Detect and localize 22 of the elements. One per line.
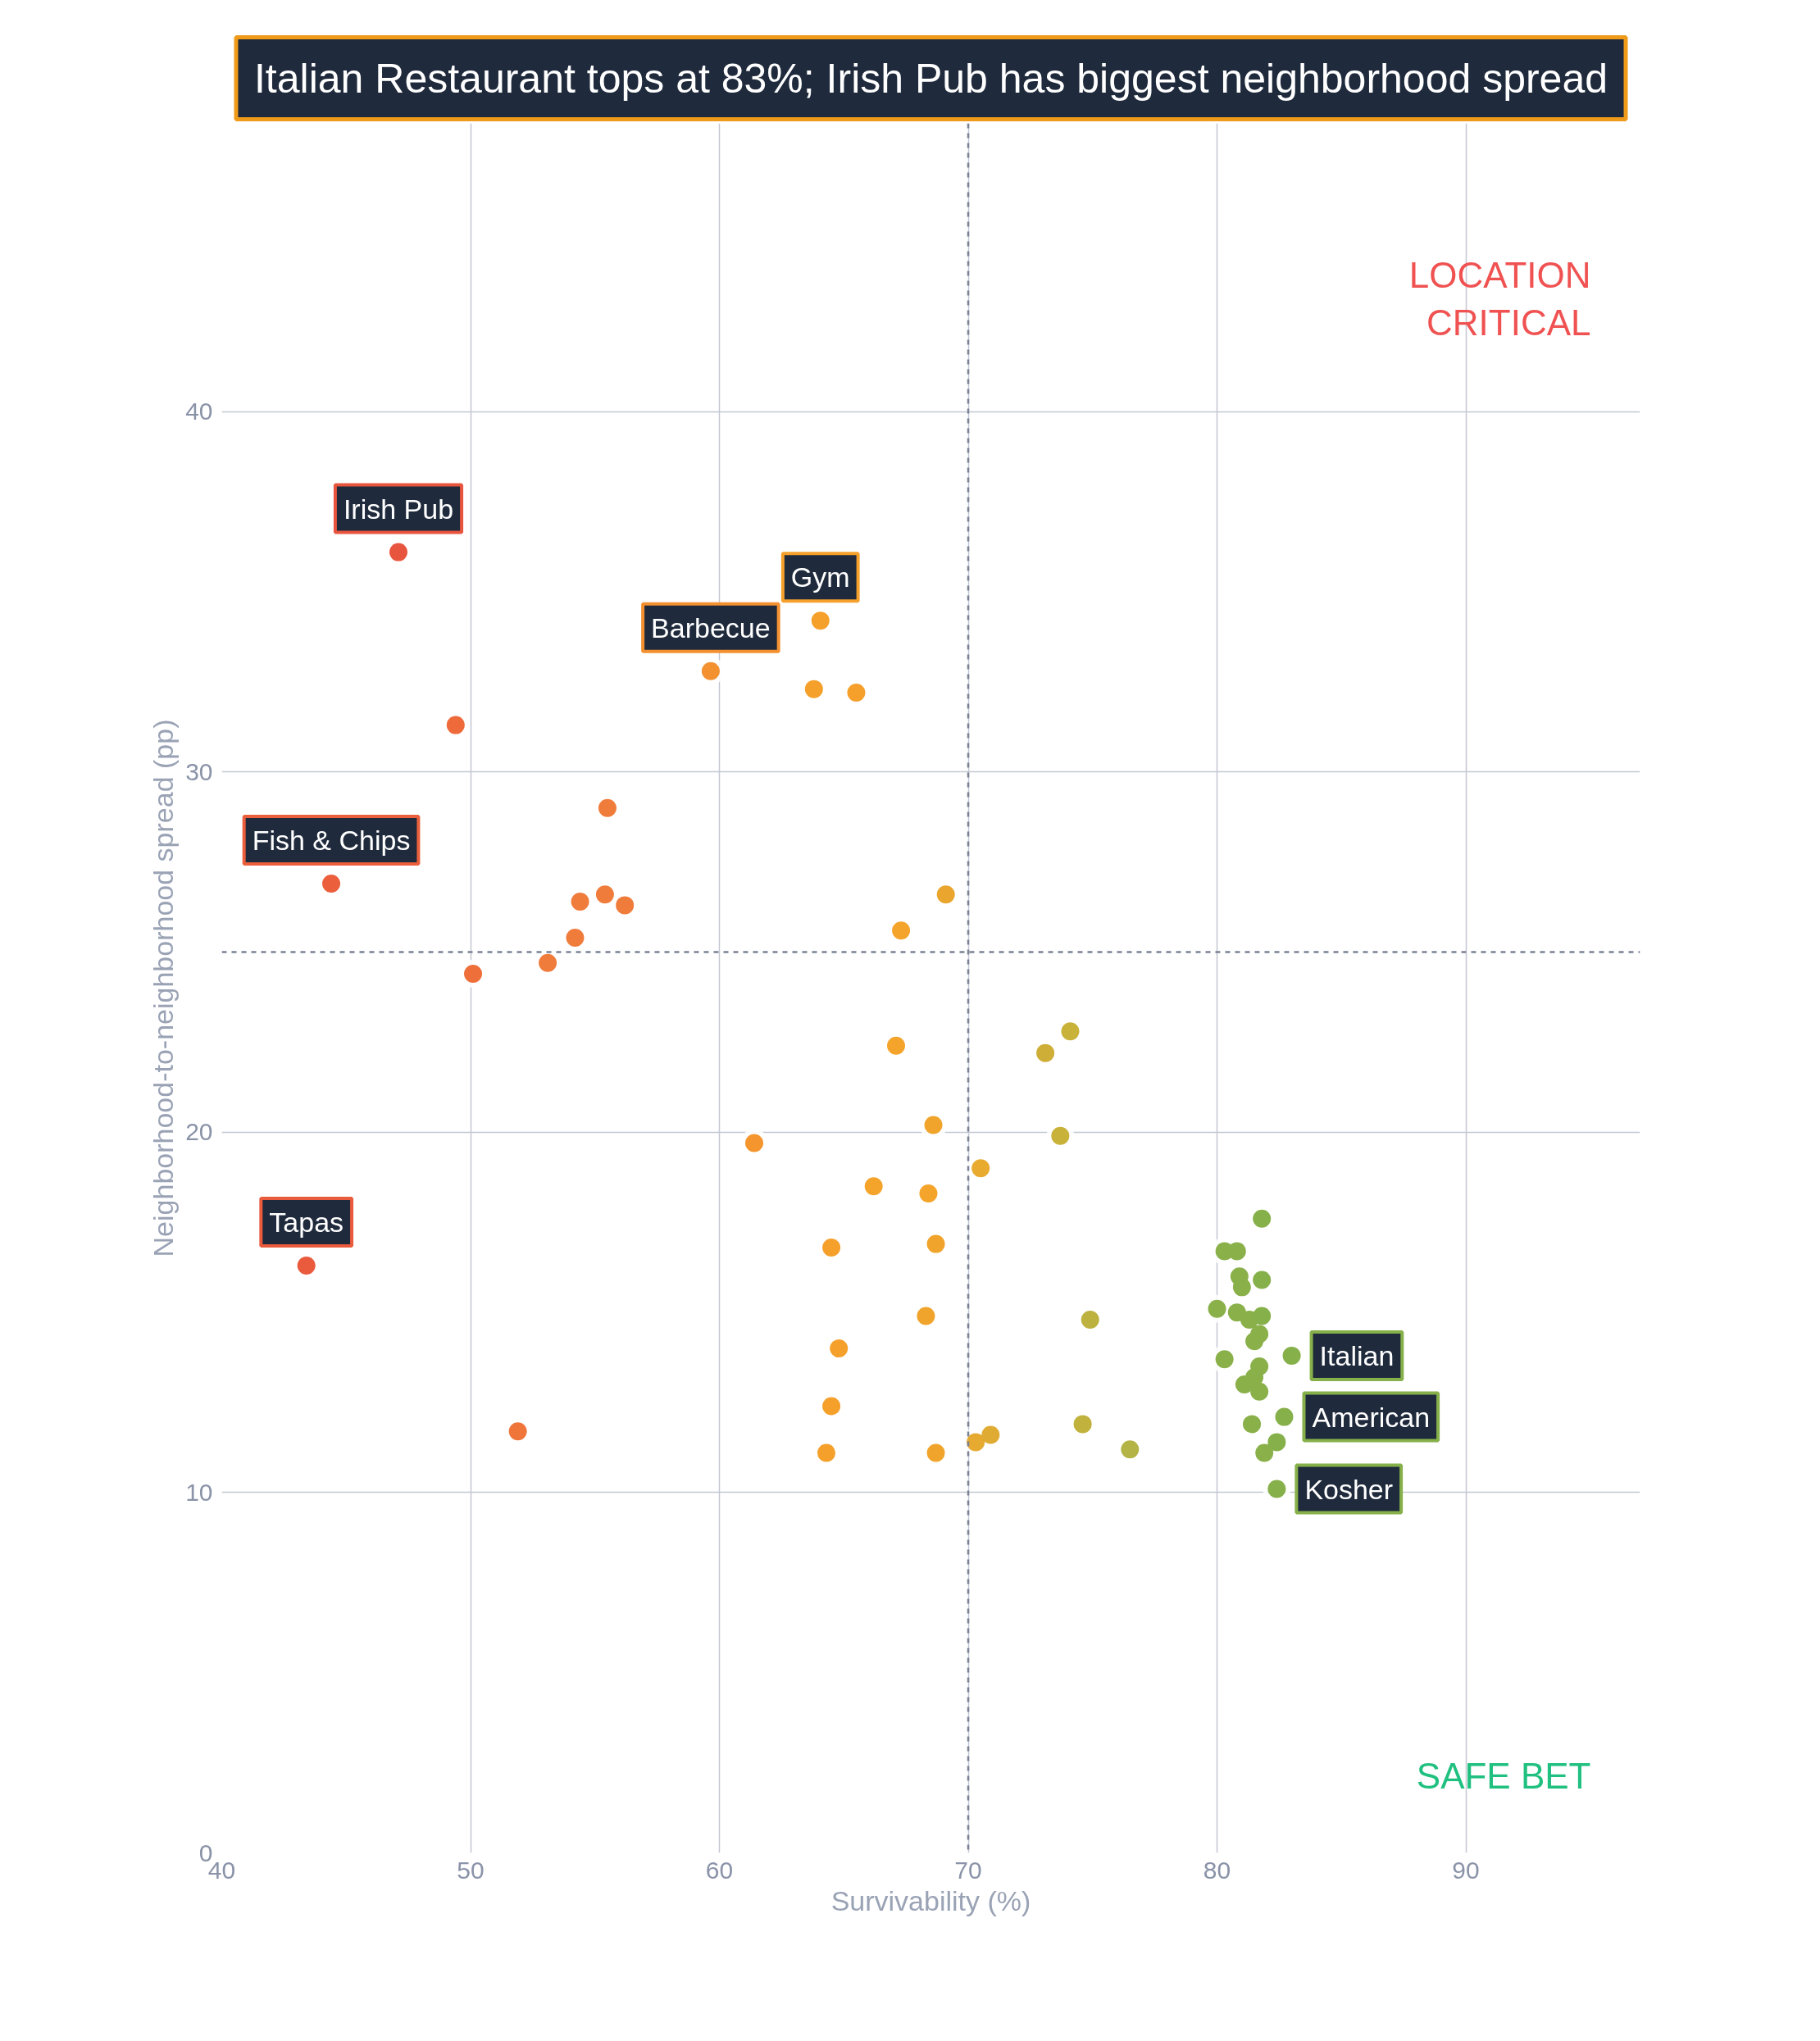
chart-title: Italian Restaurant tops at 83%; Irish Pub has biggest neighborhood spread	[253, 55, 1608, 102]
annotation: SAFE BET	[1416, 1755, 1591, 1796]
x-tick-label: 50	[457, 1856, 485, 1884]
x-tick-label: 70	[954, 1856, 982, 1884]
y-axis-title: Neighborhood-to-neighborhood spread (pp)	[148, 719, 180, 1257]
y-tick-label: 20	[185, 1118, 213, 1146]
annotation: LOCATION CRITICAL	[1408, 254, 1591, 343]
x-tick-label: 80	[1203, 1856, 1231, 1884]
annotation: Kosher	[1304, 1473, 1394, 1505]
annotation: Fish & Chips	[252, 825, 411, 857]
x-axis-title: Survivability (%)	[830, 1884, 1031, 1916]
annotation: Barbecue	[651, 611, 771, 643]
x-tick-label: 90	[1452, 1856, 1480, 1884]
annotation: Tapas	[269, 1206, 344, 1238]
y-tick-label: 10	[185, 1478, 213, 1506]
annotation: American	[1312, 1401, 1431, 1433]
annotation: Gym	[790, 561, 850, 593]
y-tick-label: 40	[185, 398, 213, 425]
annotation: Irish Pub	[343, 493, 454, 525]
y-tick-label: 30	[185, 757, 213, 785]
annotation: Italian	[1319, 1339, 1395, 1371]
x-tick-label: 60	[705, 1856, 734, 1884]
